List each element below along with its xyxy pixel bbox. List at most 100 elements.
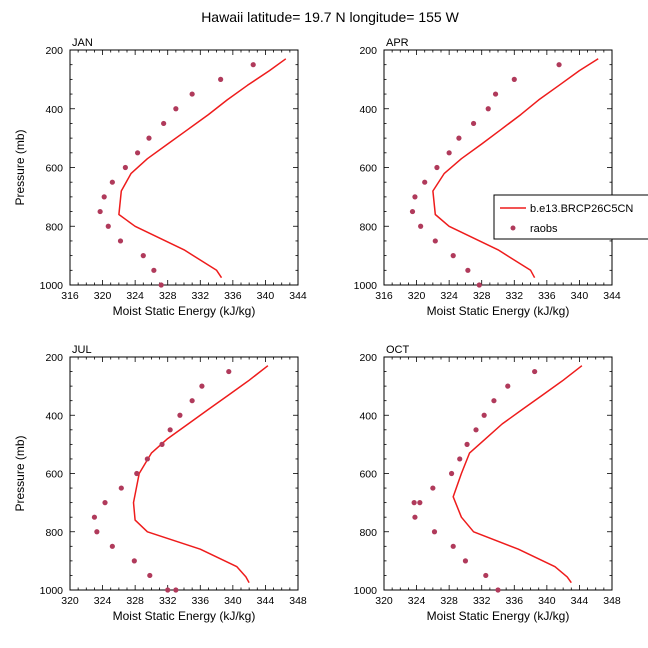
y-tick-label: 200 — [45, 45, 63, 57]
obs-point — [431, 529, 438, 535]
panel-apr: APR 316 320 324 328 332 336 340 344 200 400 600 800 1… — [354, 37, 621, 318]
obs-point — [218, 76, 224, 82]
y-axis-label: Pressure (mb) — [13, 435, 27, 511]
obs-point — [118, 485, 124, 491]
y-tick-label: 200 — [359, 352, 377, 364]
obs-point — [417, 500, 423, 506]
obs-point — [465, 267, 471, 273]
x-tick-label: 344 — [257, 595, 275, 607]
obs-point — [422, 179, 428, 185]
y-tick-label: 800 — [359, 527, 377, 539]
panels-group: JAN 316 320 324 328 332 336 340 344 200 400 600 800 1… — [13, 37, 621, 623]
y-tick-label: 1000 — [40, 585, 64, 597]
obs-point — [464, 441, 470, 447]
obs-point — [450, 253, 456, 259]
legend-model-label: b.e13.BRCP26C5CN — [530, 203, 633, 215]
obs-point — [411, 500, 417, 506]
x-tick-label: 336 — [506, 595, 524, 607]
obs-point — [450, 543, 456, 549]
obs-point — [456, 135, 462, 141]
x-tick-label: 328 — [126, 595, 144, 607]
obs-point — [144, 456, 150, 462]
y-tick-label: 800 — [359, 221, 377, 233]
obs-point — [250, 62, 256, 68]
obs-point — [97, 208, 103, 215]
y-tick-label: 200 — [45, 352, 63, 364]
obs-point — [462, 558, 469, 564]
obs-point — [556, 62, 562, 68]
y-tick-label: 600 — [45, 469, 63, 481]
y-tick-label: 600 — [359, 163, 377, 175]
obs-point — [131, 558, 137, 564]
x-tick-label: 340 — [224, 595, 242, 607]
obs-point — [448, 470, 455, 477]
x-tick-label: 336 — [192, 595, 210, 607]
obs-point — [109, 179, 115, 185]
obs-point — [476, 282, 482, 288]
obs-point — [189, 91, 195, 97]
x-tick-label: 316 — [375, 290, 393, 302]
x-tick-label: 324 — [126, 290, 144, 302]
obs-point — [432, 238, 438, 244]
obs-point — [173, 106, 179, 112]
obs-point — [473, 427, 479, 433]
y-tick-label: 400 — [45, 410, 63, 422]
obs-point — [495, 587, 501, 593]
x-tick-label: 332 — [473, 595, 491, 607]
obs-point — [91, 514, 98, 520]
x-tick-label: 344 — [571, 595, 589, 607]
x-tick-label: 324 — [440, 290, 458, 302]
x-tick-label: 332 — [506, 290, 524, 302]
obs-point — [483, 572, 489, 579]
y-axis-label: Pressure (mb) — [13, 129, 27, 205]
figure-title: Hawaii latitude= 19.7 N longitude= 155 W — [201, 9, 459, 25]
obs-point — [94, 529, 100, 535]
x-tick-label: 332 — [192, 290, 210, 302]
y-tick-label: 1000 — [40, 280, 64, 292]
x-tick-label: 328 — [159, 290, 177, 302]
y-tick-label: 200 — [359, 45, 377, 57]
obs-point — [226, 368, 232, 375]
obs-point — [409, 208, 416, 215]
y-tick-label: 400 — [359, 410, 377, 422]
x-tick-label: 348 — [603, 595, 621, 607]
y-tick-label: 600 — [359, 469, 377, 481]
plot-frame — [383, 356, 613, 591]
obs-point — [147, 572, 153, 579]
y-tick-label: 600 — [45, 163, 63, 175]
legend: b.e13.BRCP26C5CN raobs — [493, 194, 648, 240]
x-axis-label: Moist Static Energy (kJ/kg) — [427, 304, 570, 318]
series-line-model — [452, 365, 583, 584]
x-tick-label: 320 — [94, 290, 112, 302]
x-axis-label: Moist Static Energy (kJ/kg) — [113, 304, 256, 318]
x-tick-label: 336 — [538, 290, 556, 302]
obs-point — [430, 485, 436, 491]
obs-point — [446, 150, 452, 156]
panel-title: JUL — [72, 344, 92, 356]
series-line-model — [432, 58, 599, 279]
obs-point — [173, 587, 179, 593]
legend-box — [493, 194, 648, 240]
obs-point — [122, 164, 128, 171]
panel-title: OCT — [386, 344, 410, 356]
obs-point — [511, 76, 517, 82]
obs-point — [189, 398, 195, 404]
x-tick-label: 340 — [571, 290, 589, 302]
obs-point — [105, 223, 111, 229]
obs-point — [457, 456, 463, 462]
x-tick-label: 332 — [159, 595, 177, 607]
obs-point — [134, 150, 141, 156]
obs-point — [101, 194, 107, 200]
obs-point — [167, 427, 173, 433]
obs-point — [117, 238, 124, 244]
x-tick-label: 320 — [408, 290, 426, 302]
obs-point — [505, 383, 511, 389]
obs-point — [102, 500, 108, 506]
series-line-model — [132, 365, 269, 584]
panel-jul: JUL 320 324 328 332 336 340 344 348 200 400 600 800 1… — [13, 344, 307, 623]
legend-obs-marker — [510, 225, 516, 231]
x-axis-label: Moist Static Energy (kJ/kg) — [113, 609, 256, 623]
obs-point — [161, 120, 167, 127]
obs-point — [140, 253, 146, 259]
obs-point — [418, 223, 424, 229]
